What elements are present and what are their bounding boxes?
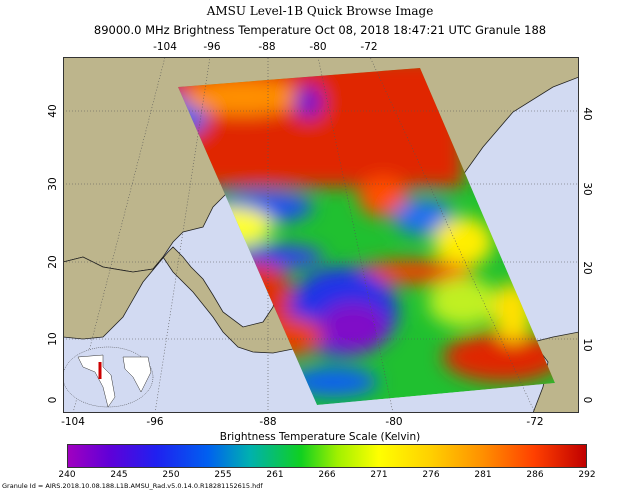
colorbar-tick-label: 271 [370,470,388,480]
top-lon-label: -96 [203,41,221,53]
lat-label-right: 20 [581,261,593,275]
bottom-lon-label: -88 [259,416,277,428]
lat-label-right: 10 [581,338,593,352]
colorbar-tick-label: 286 [526,470,544,480]
colorbar-tick-label: 261 [266,470,284,480]
colorbar-tick-label: 281 [474,470,492,480]
lat-label: 20 [47,255,59,269]
lat-label: 0 [47,396,59,404]
colorbar [67,444,587,468]
world-inset-map [63,346,154,408]
lat-label: 40 [47,104,59,118]
bottom-lon-label: -80 [385,416,403,428]
granule-id: Granule Id = AIRS.2018.10.08.188.L1B.AMS… [2,482,263,490]
colorbar-tick-label: 250 [162,470,180,480]
colorbar-title: Brightness Temperature Scale (Kelvin) [219,431,421,443]
image-subtitle: 89000.0 MHz Brightness Temperature Oct 0… [93,23,547,37]
lat-label: 30 [47,177,59,191]
image-title: AMSU Level-1B Quick Browse Image [206,4,434,18]
bottom-lon-label: -72 [526,416,544,428]
colorbar-tick-label: 255 [214,470,232,480]
graticule [63,57,579,413]
brightness-temperature-map [63,57,579,413]
lat-label-right: 30 [581,182,593,196]
colorbar-tick-label: 292 [578,470,596,480]
bottom-lon-label: -96 [146,416,164,428]
colorbar-tick-label: 266 [318,470,336,480]
lat-label-right: 0 [581,396,593,404]
top-lon-label: -80 [309,41,327,53]
colorbar-tick-label: 240 [58,470,76,480]
lat-label-right: 40 [581,107,593,121]
lat-label: 10 [47,332,59,346]
top-lon-label: -72 [360,41,378,53]
colorbar-tick-label: 276 [422,470,440,480]
top-lon-label: -88 [258,41,276,53]
top-lon-label: -104 [153,41,177,53]
bottom-lon-label: -104 [61,416,85,428]
colorbar-tick-label: 245 [110,470,128,480]
